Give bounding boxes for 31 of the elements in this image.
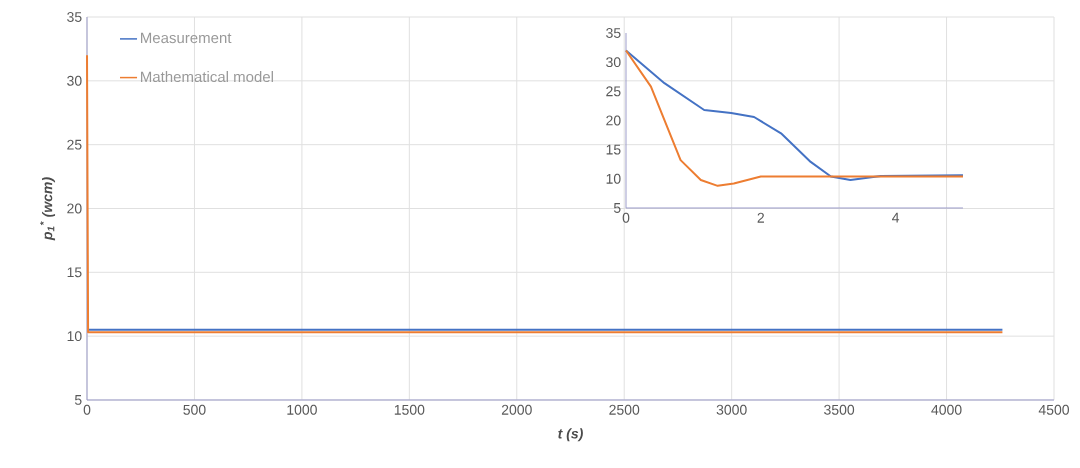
x-tick-label: 1000 [287, 404, 317, 415]
y-tick-label: 15 [67, 267, 82, 278]
x-tick-label: 4 [892, 212, 900, 223]
y-tick-label: 15 [606, 144, 621, 155]
y-tick-label: 10 [67, 331, 82, 342]
y-tick-label: 10 [606, 173, 621, 184]
y-tick-label: 35 [67, 12, 82, 22]
x-tick-label: 4000 [931, 404, 962, 415]
x-tick-label: 2500 [609, 404, 640, 415]
y-tick-label: 5 [613, 203, 621, 213]
y-tick-label: 20 [606, 115, 621, 126]
y-tick-label: 5 [74, 395, 82, 405]
y-tick-label: 30 [606, 57, 621, 68]
legend-label: Measurement [141, 32, 232, 44]
x-tick-label: 3000 [716, 404, 747, 415]
x-tick-label: 0 [83, 404, 91, 415]
legend-label: Mathematical model [141, 71, 273, 83]
x-tick-label: 0 [622, 212, 630, 223]
y-tick-label: 20 [67, 203, 82, 214]
x-tick-label: 500 [183, 404, 206, 415]
x-tick-label: 2000 [501, 404, 532, 415]
y-axis-title: p$_{1}$$^{*}$ (wcm) [40, 177, 56, 241]
x-tick-label: 4500 [1038, 404, 1070, 415]
y-tick-label: 25 [67, 139, 82, 150]
x-tick-label: 3500 [824, 404, 855, 415]
y-tick-label: 30 [67, 75, 82, 86]
y-tick-label: 25 [606, 86, 621, 97]
x-axis-title: t (s) [558, 428, 583, 442]
x-tick-label: 1500 [394, 404, 425, 415]
x-tick-label: 2 [757, 212, 764, 223]
y-tick-label: 35 [606, 28, 621, 38]
